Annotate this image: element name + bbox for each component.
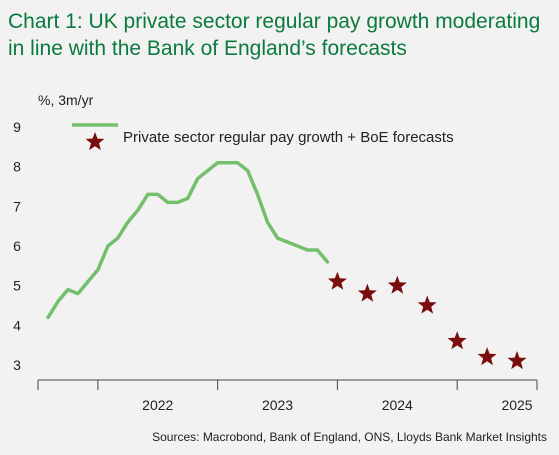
x-tick-label: 2025 xyxy=(501,397,532,413)
pay-growth-line xyxy=(46,160,330,320)
forecast-star-point xyxy=(387,275,407,294)
y-axis-unit-label: %, 3m/yr xyxy=(38,92,94,108)
forecast-star-point xyxy=(357,283,377,302)
y-tick-label: 5 xyxy=(13,278,21,294)
y-tick-label: 7 xyxy=(13,198,21,214)
y-tick-label: 6 xyxy=(13,238,21,254)
y-tick-label: 3 xyxy=(13,357,21,373)
forecast-star-point xyxy=(327,271,347,290)
forecast-star-point xyxy=(447,331,467,350)
legend-star-swatch xyxy=(85,132,105,151)
forecast-star-point xyxy=(417,295,437,314)
forecast-star-point xyxy=(477,347,497,366)
y-tick-label: 8 xyxy=(13,159,21,175)
x-tick-label: 2024 xyxy=(382,397,413,413)
y-tick-label: 4 xyxy=(13,317,21,333)
y-tick-label: 9 xyxy=(13,119,21,135)
chart-title: Chart 1: UK private sector regular pay g… xyxy=(8,10,541,60)
source-note: Sources: Macrobond, Bank of England, ONS… xyxy=(152,430,547,444)
x-tick-label: 2022 xyxy=(142,397,173,413)
forecast-star-point xyxy=(507,351,527,370)
x-tick-label: 2023 xyxy=(262,397,293,413)
legend-label: Private sector regular pay growth + BoE … xyxy=(123,129,454,146)
